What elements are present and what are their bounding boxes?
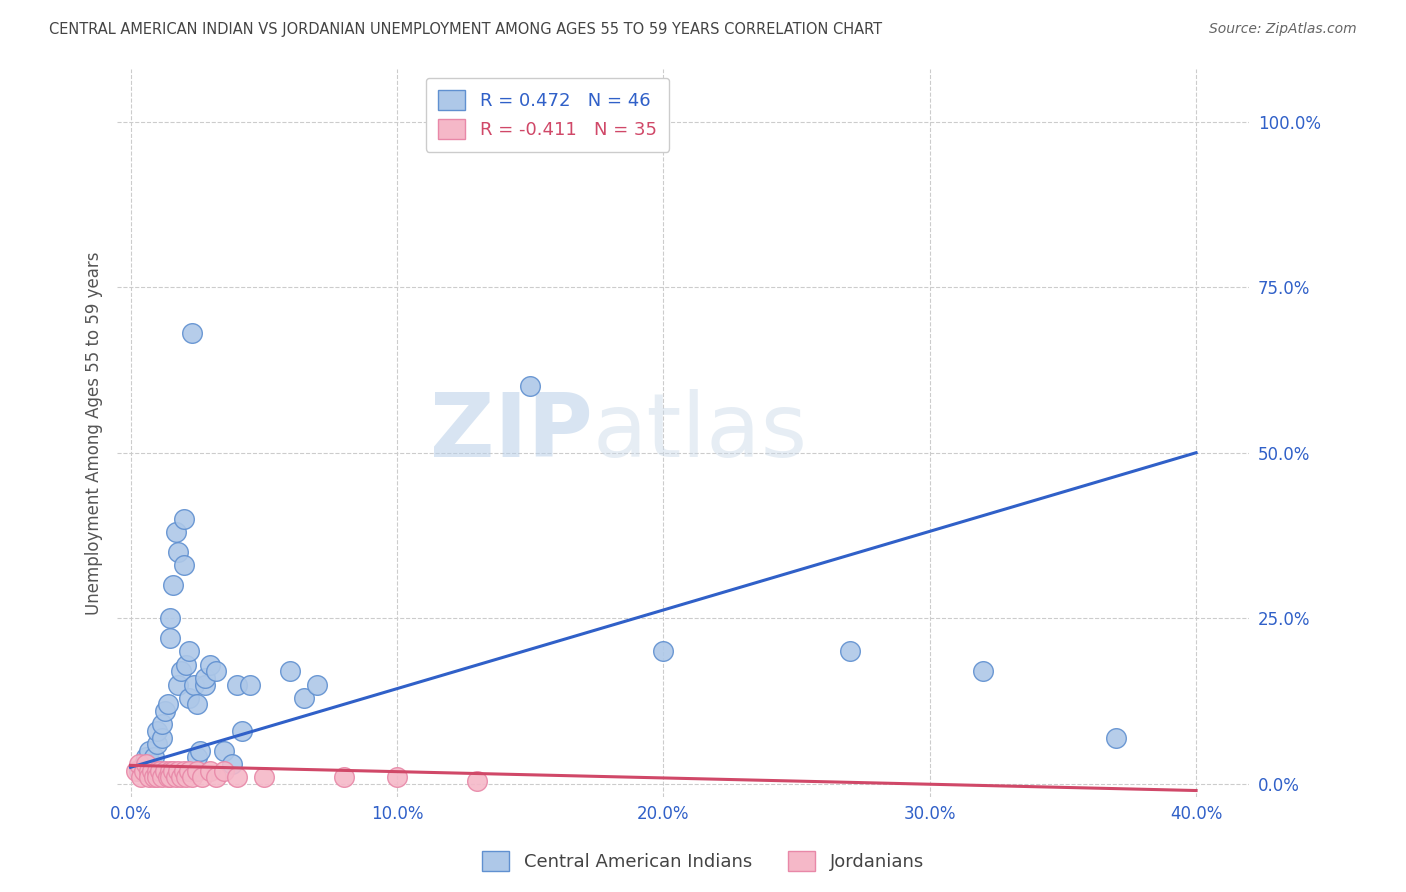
Point — [165, 525, 187, 540]
Text: CENTRAL AMERICAN INDIAN VS JORDANIAN UNEMPLOYMENT AMONG AGES 55 TO 59 YEARS CORR: CENTRAL AMERICAN INDIAN VS JORDANIAN UNE… — [49, 22, 883, 37]
Point — [167, 545, 190, 559]
Point — [152, 770, 174, 784]
Point — [173, 512, 195, 526]
Point — [152, 731, 174, 745]
Point — [226, 770, 249, 784]
Point — [132, 757, 155, 772]
Point — [170, 665, 193, 679]
Point — [972, 665, 994, 679]
Point — [204, 770, 226, 784]
Point — [135, 750, 157, 764]
Point — [186, 750, 208, 764]
Y-axis label: Unemployment Among Ages 55 to 59 years: Unemployment Among Ages 55 to 59 years — [86, 251, 103, 615]
Point — [186, 764, 208, 778]
Point — [138, 744, 160, 758]
Point — [188, 744, 211, 758]
Point — [138, 770, 160, 784]
Point — [212, 764, 235, 778]
Point — [167, 677, 190, 691]
Point — [179, 644, 201, 658]
Point — [173, 558, 195, 573]
Point — [179, 764, 201, 778]
Point — [173, 764, 195, 778]
Point — [152, 717, 174, 731]
Point — [143, 770, 166, 784]
Point — [239, 677, 262, 691]
Point — [180, 326, 202, 341]
Point — [200, 657, 222, 672]
Point — [143, 750, 166, 764]
Text: Source: ZipAtlas.com: Source: ZipAtlas.com — [1209, 22, 1357, 37]
Point — [170, 770, 193, 784]
Point — [141, 757, 163, 772]
Point — [186, 698, 208, 712]
Point — [138, 764, 160, 778]
Point — [128, 757, 150, 772]
Legend: R = 0.472   N = 46, R = -0.411   N = 35: R = 0.472 N = 46, R = -0.411 N = 35 — [426, 78, 669, 152]
Point — [1105, 731, 1128, 745]
Point — [159, 764, 181, 778]
Point — [200, 764, 222, 778]
Point — [204, 665, 226, 679]
Point — [231, 723, 253, 738]
Point — [221, 757, 243, 772]
Point — [194, 671, 217, 685]
Point — [165, 770, 187, 784]
Point — [280, 665, 302, 679]
Point — [146, 770, 169, 784]
Point — [153, 704, 176, 718]
Point — [159, 770, 181, 784]
Text: ZIP: ZIP — [430, 389, 593, 476]
Point — [162, 764, 184, 778]
Point — [191, 770, 214, 784]
Point — [332, 770, 354, 784]
Point — [212, 744, 235, 758]
Point — [176, 770, 198, 784]
Point — [146, 764, 169, 778]
Point — [159, 611, 181, 625]
Point — [838, 644, 860, 658]
Point — [292, 690, 315, 705]
Point — [141, 764, 163, 778]
Point — [156, 770, 179, 784]
Point — [183, 677, 205, 691]
Point — [146, 723, 169, 738]
Point — [128, 764, 150, 778]
Point — [519, 379, 541, 393]
Point — [385, 770, 408, 784]
Point — [176, 657, 198, 672]
Point — [159, 631, 181, 645]
Point — [305, 677, 328, 691]
Point — [226, 677, 249, 691]
Point — [156, 698, 179, 712]
Point — [132, 764, 155, 778]
Point — [180, 770, 202, 784]
Text: atlas: atlas — [593, 389, 808, 476]
Point — [162, 578, 184, 592]
Point — [167, 764, 190, 778]
Legend: Central American Indians, Jordanians: Central American Indians, Jordanians — [475, 844, 931, 879]
Point — [652, 644, 675, 658]
Point — [153, 764, 176, 778]
Point — [135, 757, 157, 772]
Point — [149, 764, 172, 778]
Point — [146, 737, 169, 751]
Point — [253, 770, 276, 784]
Point — [179, 690, 201, 705]
Point — [129, 770, 152, 784]
Point — [465, 773, 488, 788]
Point — [125, 764, 148, 778]
Point — [194, 677, 217, 691]
